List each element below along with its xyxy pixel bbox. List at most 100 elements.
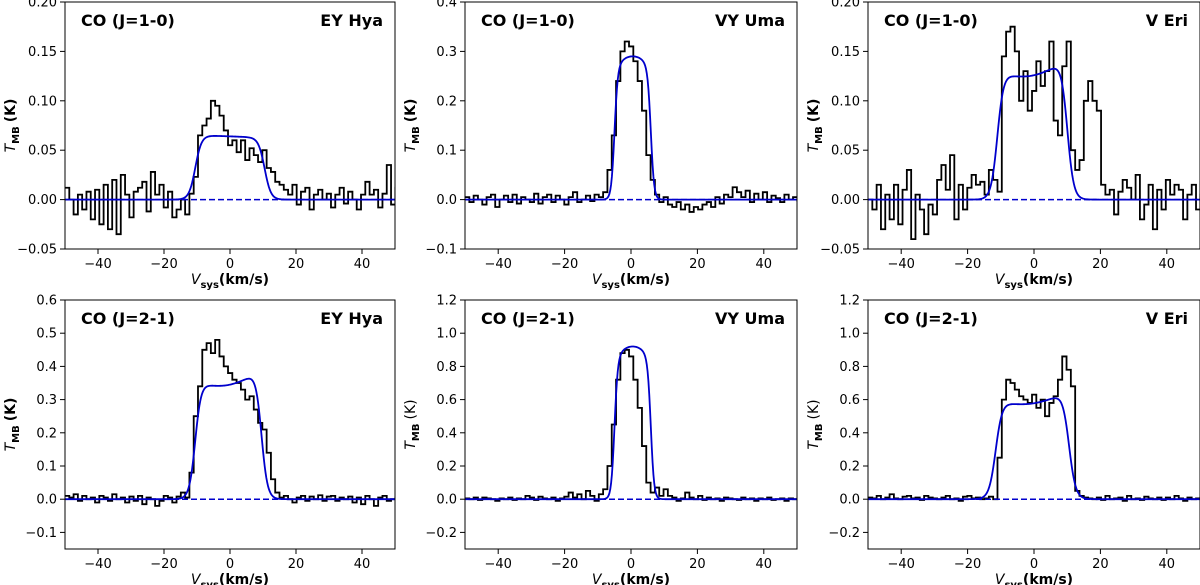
y-axis-label-subscript: MB	[11, 126, 22, 144]
x-tick-label: 40	[354, 257, 371, 272]
x-axis-label: Vsys(km/s)	[191, 572, 269, 585]
y-tick-label: 0.8	[436, 360, 457, 375]
y-tick-label: 0.00	[831, 193, 860, 208]
y-tick-label: −0.05	[820, 243, 860, 258]
y-axis-label-symbol: T	[3, 142, 19, 152]
y-tick-label: 0.3	[436, 45, 457, 60]
y-tick-label: 0.4	[436, 0, 457, 11]
observed-spectrum-line	[65, 338, 395, 507]
y-tick-label: 0.15	[831, 45, 860, 60]
y-tick-label: 0.0	[839, 493, 860, 508]
y-tick-label: 0.3	[36, 393, 57, 408]
y-tick-label: 1.2	[839, 294, 860, 309]
panel-line-title: CO (J=2-1)	[81, 309, 175, 328]
x-tick-label: 0	[226, 557, 234, 572]
y-axis-label: TMB (K)	[3, 398, 22, 452]
x-tick-label: −40	[84, 257, 111, 272]
x-tick-label: −20	[150, 257, 177, 272]
y-axis-label-unit: (K)	[806, 399, 822, 419]
observed-spectrum-line	[465, 40, 797, 213]
y-tick-label: 1.2	[436, 294, 457, 309]
x-axis-label-unit: (km/s)	[1023, 572, 1073, 585]
y-axis-label-symbol: T	[403, 142, 419, 152]
panel-line-title: CO (J=1-0)	[81, 11, 175, 30]
x-tick-label: 0	[1030, 257, 1038, 272]
x-tick-label: 20	[288, 257, 305, 272]
x-axis-label: Vsys(km/s)	[191, 272, 269, 291]
x-tick-label: 40	[354, 557, 371, 572]
panel-star-title: EY Hya	[320, 11, 383, 30]
y-tick-label: 0.4	[436, 426, 457, 441]
x-axis-label-subscript: sys	[601, 280, 619, 291]
y-tick-label: 0.6	[839, 393, 860, 408]
plot-area	[868, 25, 1200, 241]
x-axis-label-symbol: V	[191, 572, 202, 585]
y-tick-label: 0.2	[436, 94, 457, 109]
model-fit-line	[65, 135, 395, 201]
panel-star-title: V Eri	[1146, 11, 1188, 30]
axes-frame	[867, 1, 1200, 250]
x-tick-label: −20	[954, 257, 981, 272]
y-axis-label-unit: (K)	[3, 99, 19, 123]
y-tick-label: 1.0	[839, 327, 860, 342]
y-tick-label: 0.10	[28, 94, 57, 109]
axes-frame	[64, 1, 396, 250]
model-fit-line	[868, 67, 1200, 201]
x-axis-label-unit: (km/s)	[219, 572, 269, 585]
x-tick-label: −20	[551, 557, 578, 572]
x-tick-label: −20	[150, 557, 177, 572]
y-axis-label-subscript: MB	[814, 126, 825, 144]
axes-frame	[464, 1, 798, 250]
spectrum-panel: −40 −20 0 20 40 −0.2 0.0 0.2 0.4 0.6 0.8 1.0 1.2 CO (…	[806, 294, 1200, 585]
x-axis-label-subscript: sys	[200, 280, 218, 291]
x-axis-label-unit: (km/s)	[620, 272, 670, 288]
model-fit-line	[465, 345, 797, 501]
observed-spectrum-line	[868, 355, 1200, 502]
y-axis-label-symbol: T	[806, 440, 822, 450]
x-tick-label: 20	[689, 257, 706, 272]
plot-area	[65, 99, 395, 236]
x-tick-label: 0	[226, 257, 234, 272]
model-fit-line	[465, 55, 797, 201]
y-tick-label: 0.6	[36, 294, 57, 309]
y-axis-label-symbol: T	[3, 441, 19, 451]
y-tick-label: 0.2	[436, 460, 457, 475]
x-tick-label: −40	[484, 557, 511, 572]
y-axis-label: TMB (K)	[806, 99, 825, 153]
x-tick-label: 40	[1159, 257, 1176, 272]
panel-line-title: CO (J=1-0)	[481, 11, 575, 30]
y-axis-label: TMB (K)	[403, 99, 422, 153]
y-tick-label: 0.0	[436, 493, 457, 508]
x-tick-label: −20	[954, 557, 981, 572]
y-axis-label-subscript: MB	[411, 126, 422, 144]
y-axis-label-subscript: MB	[411, 423, 422, 441]
panel-line-title: CO (J=1-0)	[884, 11, 978, 30]
x-tick-label: −40	[887, 557, 914, 572]
y-tick-label: 0.20	[28, 0, 57, 11]
y-tick-label: 1.0	[436, 327, 457, 342]
axes-frame	[464, 299, 798, 550]
y-tick-label: 0.8	[839, 360, 860, 375]
y-tick-label: 0.20	[831, 0, 860, 11]
x-axis-label-unit: (km/s)	[620, 572, 670, 585]
y-tick-label: 0.0	[436, 193, 457, 208]
x-tick-label: −40	[887, 257, 914, 272]
x-tick-label: 20	[1092, 557, 1109, 572]
x-tick-label: 40	[1159, 557, 1176, 572]
y-axis-label: TMB (K)	[806, 399, 825, 449]
x-axis-label-symbol: V	[995, 572, 1006, 585]
y-axis-label-unit: (K)	[3, 398, 19, 422]
y-tick-label: 0.1	[36, 460, 57, 475]
y-tick-label: 0.6	[436, 393, 457, 408]
y-axis-label-subscript: MB	[11, 425, 22, 443]
observed-spectrum-line	[465, 348, 797, 502]
panel-star-title: EY Hya	[320, 309, 383, 328]
y-tick-label: 0.5	[36, 327, 57, 342]
y-axis-label: TMB (K)	[3, 99, 22, 153]
y-tick-label: −0.1	[425, 243, 457, 258]
y-tick-label: 0.1	[436, 144, 457, 159]
y-tick-label: −0.05	[17, 243, 57, 258]
y-axis-label-unit: (K)	[403, 99, 419, 123]
x-axis-label: Vsys(km/s)	[592, 272, 670, 291]
x-axis-label-symbol: V	[191, 272, 202, 288]
